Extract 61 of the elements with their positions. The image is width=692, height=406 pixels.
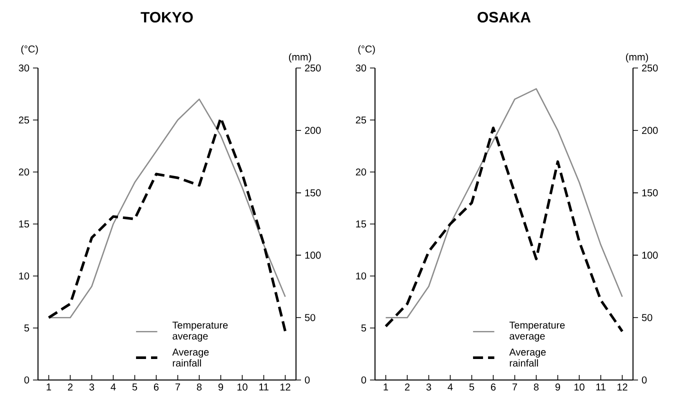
y2-tick-label: 0 [642, 376, 647, 384]
y2-tick-label: 250 [305, 64, 321, 72]
x-tick-label: 8 [534, 384, 539, 391]
legend-label: Temperature average [172, 322, 228, 342]
legend-label: Average rainfall [172, 348, 209, 367]
x-tick-label: 4 [448, 384, 453, 390]
x-tick-label: 8 [196, 384, 202, 391]
y2-tick-label: 100 [305, 252, 321, 259]
line-series [384, 126, 624, 333]
y-axis-title: (°C) [21, 45, 38, 54]
x-tick-label: 3 [89, 384, 94, 391]
x-tick-label: 2 [404, 384, 410, 390]
y2-tick-label: 200 [642, 126, 658, 134]
y2-tick-label: 0 [304, 376, 310, 384]
y-tick-label: 25 [18, 116, 30, 124]
y-tick-label: 10 [356, 272, 366, 280]
y2-tick-label: 250 [642, 64, 658, 72]
y-tick-label: 0 [361, 376, 366, 384]
chart-title: TOKYO [140, 12, 193, 22]
y2-tick-label: 50 [642, 314, 652, 322]
x-tick-label: 3 [426, 384, 432, 391]
x-tick-label: 10 [574, 384, 584, 391]
y-tick-label: 20 [18, 168, 30, 176]
y-tick-label: 30 [356, 64, 366, 72]
x-tick-label: 1 [384, 384, 388, 390]
x-tick-label: 12 [617, 384, 628, 390]
chart-title: OSAKA [478, 12, 531, 22]
y-tick-label: 0 [24, 376, 30, 384]
x-tick-label: 6 [154, 384, 159, 391]
legend-label: Temperature average [509, 322, 565, 342]
x-tick-label: 9 [555, 384, 560, 391]
y2-axis-title: (mm) [289, 53, 312, 62]
x-tick-label: 11 [259, 384, 268, 390]
x-tick-label: 2 [68, 384, 73, 390]
y-tick-label: 10 [19, 272, 30, 280]
x-tick-label: 7 [175, 384, 180, 390]
x-tick-label: 12 [280, 384, 290, 390]
x-tick-label: 5 [132, 384, 138, 390]
x-tick-label: 7 [512, 384, 518, 390]
legend-label: Average rainfall [509, 348, 546, 367]
y2-tick-label: 50 [304, 314, 316, 322]
y2-tick-label: 200 [305, 126, 321, 134]
y2-tick-label: 150 [305, 189, 321, 196]
y2-axis-title: (mm) [626, 53, 648, 62]
x-tick-label: 1 [46, 384, 52, 390]
y-tick-label: 5 [24, 324, 30, 332]
y-tick-label: 15 [356, 220, 366, 228]
y-tick-label: 20 [356, 168, 366, 176]
x-tick-label: 10 [237, 384, 248, 391]
y-tick-label: 5 [361, 324, 366, 332]
x-tick-label: 4 [110, 384, 116, 390]
y2-tick-label: 100 [642, 252, 658, 259]
x-tick-label: 9 [218, 384, 224, 391]
x-tick-label: 5 [469, 384, 474, 390]
x-tick-label: 6 [490, 384, 496, 391]
y-axis-title: (°C) [358, 45, 375, 54]
y-tick-label: 30 [18, 64, 30, 72]
y-tick-label: 15 [19, 220, 30, 228]
x-tick-label: 11 [596, 384, 606, 390]
y2-tick-label: 150 [642, 189, 658, 196]
y-tick-label: 25 [356, 116, 366, 124]
